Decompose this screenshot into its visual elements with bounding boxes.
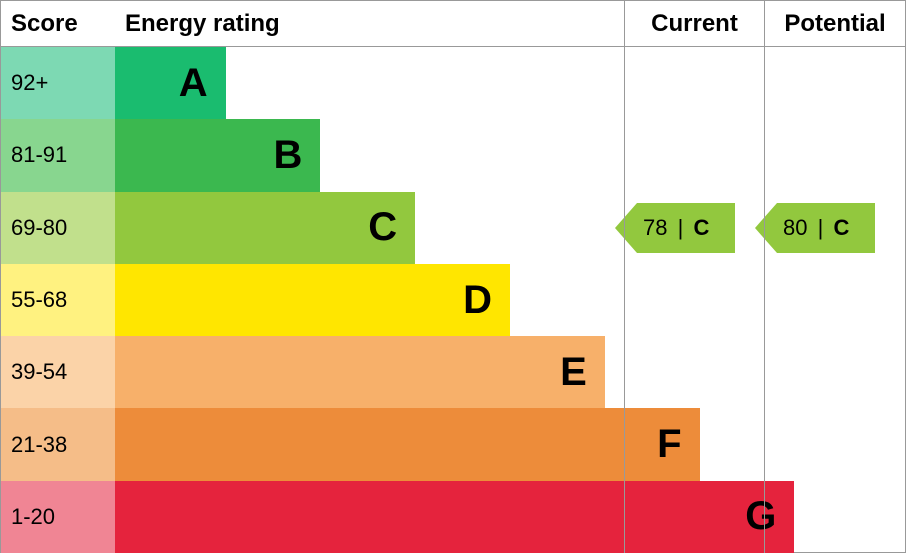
bar-cell: G xyxy=(115,481,905,553)
current-pointer: 78 | C xyxy=(615,203,735,253)
potential-pointer-text: 80 | C xyxy=(783,215,849,241)
rating-bar-c: C xyxy=(115,192,415,264)
score-range: 81-91 xyxy=(1,119,115,191)
score-range: 92+ xyxy=(1,47,115,119)
rating-bar-e: E xyxy=(115,336,605,408)
score-range: 1-20 xyxy=(1,481,115,553)
rating-bar-a: A xyxy=(115,47,226,119)
divider-potential xyxy=(764,47,765,553)
score-range: 55-68 xyxy=(1,264,115,336)
band-row-g: 1-20G xyxy=(1,481,905,553)
divider-current xyxy=(624,47,625,553)
band-row-f: 21-38F xyxy=(1,408,905,480)
rating-bar-f: F xyxy=(115,408,700,480)
score-range: 21-38 xyxy=(1,408,115,480)
rating-bar-d: D xyxy=(115,264,510,336)
bar-cell: E xyxy=(115,336,905,408)
current-letter: C xyxy=(693,215,709,240)
band-row-b: 81-91B xyxy=(1,119,905,191)
header-row: Score Energy rating Current Potential xyxy=(1,1,905,47)
band-row-d: 55-68D xyxy=(1,264,905,336)
header-potential: Potential xyxy=(765,1,905,46)
band-row-a: 92+A xyxy=(1,47,905,119)
chart-body: 92+A81-91B69-80C55-68D39-54E21-38F1-20G xyxy=(1,47,905,553)
bar-cell: B xyxy=(115,119,905,191)
current-pointer-text: 78 | C xyxy=(643,215,709,241)
score-range: 39-54 xyxy=(1,336,115,408)
band-row-e: 39-54E xyxy=(1,336,905,408)
potential-value: 80 xyxy=(783,215,807,240)
potential-pointer: 80 | C xyxy=(755,203,875,253)
bar-cell: D xyxy=(115,264,905,336)
score-range: 69-80 xyxy=(1,192,115,264)
rating-bar-g: G xyxy=(115,481,794,553)
bar-cell: A xyxy=(115,47,905,119)
header-rating: Energy rating xyxy=(115,1,625,46)
potential-letter: C xyxy=(833,215,849,240)
rating-bar-b: B xyxy=(115,119,320,191)
bar-cell: F xyxy=(115,408,905,480)
header-current: Current xyxy=(625,1,765,46)
energy-rating-chart: Score Energy rating Current Potential 92… xyxy=(0,0,906,553)
current-value: 78 xyxy=(643,215,667,240)
header-score: Score xyxy=(1,1,115,46)
